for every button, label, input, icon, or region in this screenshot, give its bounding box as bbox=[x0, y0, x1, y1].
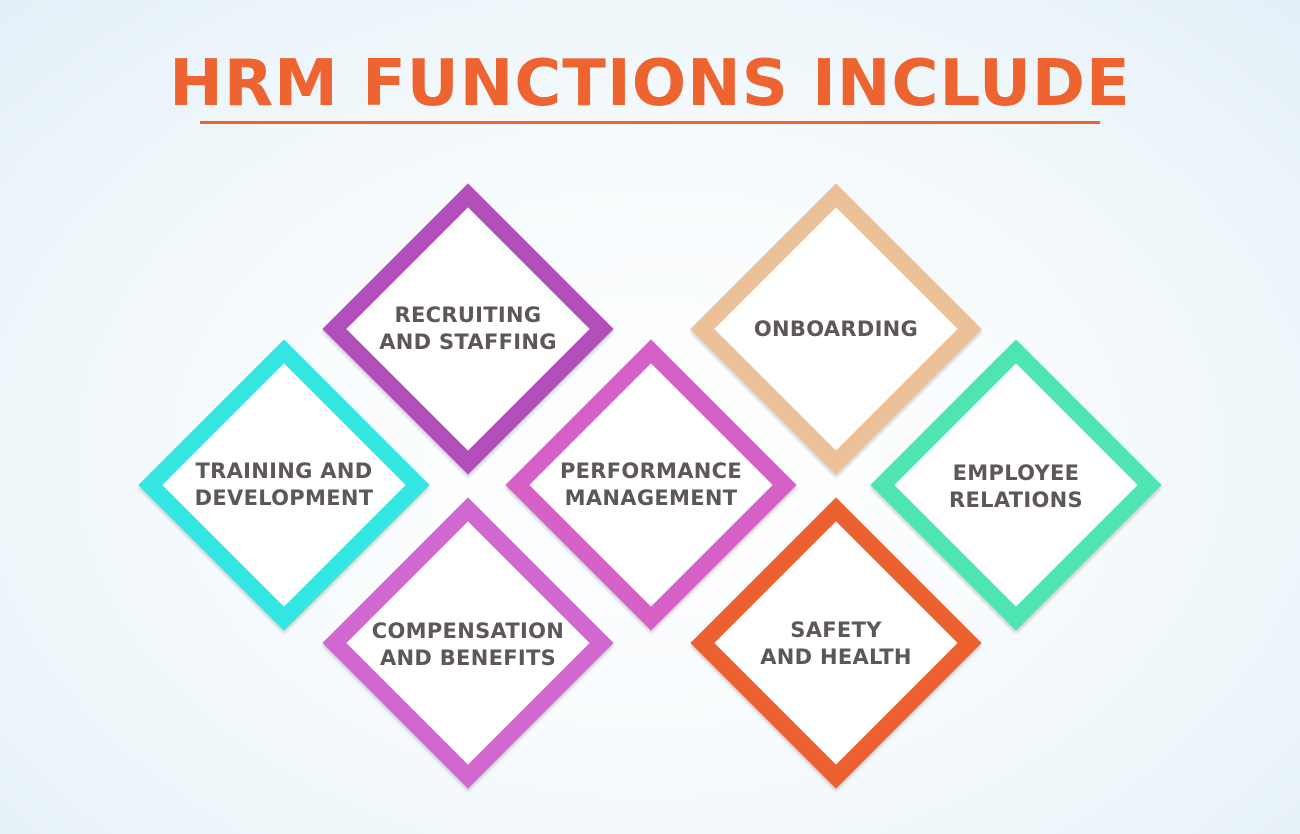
label-safety-line-1: SAFETY bbox=[790, 618, 882, 642]
label-recruiting: RECRUITING AND STAFFING bbox=[353, 302, 583, 356]
label-onboarding-line-1: ONBOARDING bbox=[753, 317, 919, 341]
label-safety: SAFETY AND HEALTH bbox=[721, 617, 951, 671]
label-training: TRAINING AND DEVELOPMENT bbox=[169, 458, 399, 512]
label-performance: PERFORMANCE MANAGEMENT bbox=[536, 458, 766, 512]
label-performance-line-1: PERFORMANCE bbox=[559, 459, 743, 483]
label-performance-line-2: MANAGEMENT bbox=[564, 486, 738, 510]
page-title: HRM FUNCTIONS INCLUDE bbox=[169, 47, 1131, 121]
label-recruiting-line-1: RECRUITING bbox=[394, 303, 542, 327]
label-safety-line-2: AND HEALTH bbox=[760, 645, 912, 669]
label-training-line-1: TRAINING AND bbox=[195, 459, 373, 483]
label-recruiting-line-2: AND STAFFING bbox=[379, 330, 557, 354]
label-compensation-line-1: COMPENSATION bbox=[371, 619, 565, 643]
label-training-line-2: DEVELOPMENT bbox=[194, 486, 374, 510]
label-employee-relations: EMPLOYEE RELATIONS bbox=[901, 460, 1131, 514]
label-compensation-line-2: AND BENEFITS bbox=[379, 646, 557, 670]
label-employee-relations-line-1: EMPLOYEE bbox=[952, 461, 1080, 485]
title-underline bbox=[200, 121, 1100, 124]
label-compensation: COMPENSATION AND BENEFITS bbox=[353, 618, 583, 672]
label-onboarding: ONBOARDING bbox=[721, 316, 951, 343]
label-employee-relations-line-2: RELATIONS bbox=[949, 488, 1083, 512]
